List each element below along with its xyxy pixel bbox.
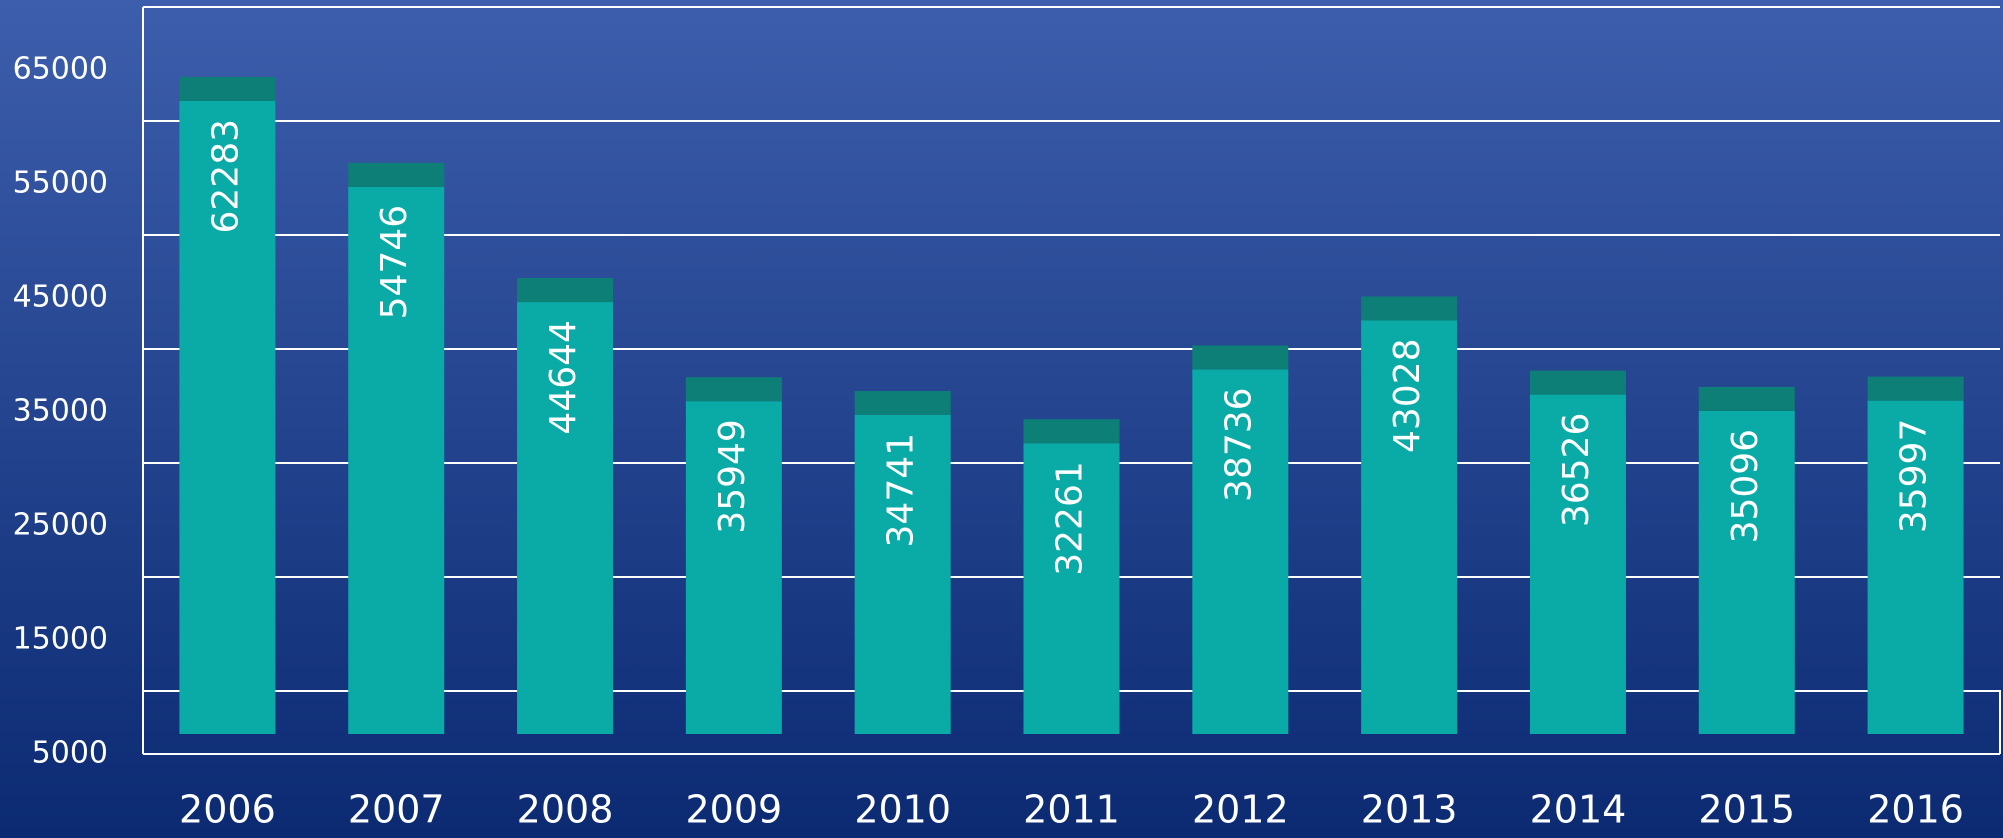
value-label: 35096 (1725, 429, 1766, 544)
bar-body (1867, 400, 1964, 734)
x-tick-label: 2006 (179, 788, 276, 832)
bar (854, 390, 951, 734)
y-tick-label: 25000 (13, 508, 108, 543)
bar-body (685, 401, 782, 734)
bar-top (179, 76, 276, 101)
bar-body (1023, 443, 1120, 734)
x-tick-label: 2014 (1530, 788, 1627, 832)
bar-top (1023, 419, 1120, 444)
x-tick-label: 2013 (1361, 788, 1458, 832)
x-tick-label: 2011 (1023, 788, 1120, 832)
bar-body (517, 302, 614, 734)
x-tick-label: 2016 (1867, 788, 1964, 832)
value-label: 36526 (1556, 413, 1597, 528)
value-label: 32261 (1050, 461, 1091, 576)
y-tick-label: 35000 (13, 394, 108, 429)
x-tick-label: 2009 (686, 788, 783, 832)
bar-body (348, 186, 445, 734)
x-tick-label: 2007 (348, 788, 445, 832)
x-tick-label: 2015 (1698, 788, 1795, 832)
bar-top (517, 278, 614, 303)
x-tick-label: 2008 (517, 788, 614, 832)
value-label: 54746 (374, 205, 415, 320)
value-label: 35949 (712, 419, 753, 534)
bar (1529, 370, 1626, 734)
x-tick-label: 2012 (1192, 788, 1289, 832)
bar (348, 162, 445, 734)
bar (1698, 386, 1795, 734)
y-tick-label: 5000 (32, 736, 108, 771)
value-label: 35997 (1894, 419, 1935, 534)
bar-body (854, 414, 951, 734)
bar-body (179, 100, 276, 734)
bar-top (685, 377, 782, 402)
bar-body (1529, 394, 1626, 734)
y-tick-label: 55000 (13, 166, 108, 201)
value-label: 34741 (881, 433, 922, 548)
value-label: 62283 (205, 119, 246, 234)
bar (517, 278, 614, 734)
bar-top (1867, 376, 1964, 401)
bar-body (1698, 410, 1795, 734)
bar-top (1192, 345, 1289, 370)
value-label: 38736 (1218, 387, 1259, 502)
bar (685, 377, 782, 734)
y-tick-label: 15000 (13, 622, 108, 657)
bar-top (348, 162, 445, 187)
bar-top (1361, 296, 1458, 321)
bar-top (854, 390, 951, 415)
bar (179, 76, 276, 734)
bar (1867, 376, 1964, 734)
bar-body (1192, 369, 1289, 734)
value-label: 43028 (1387, 338, 1428, 453)
x-tick-label: 2010 (854, 788, 951, 832)
y-tick-label: 45000 (13, 280, 108, 315)
bar-top (1529, 370, 1626, 395)
y-tick-label: 65000 (13, 52, 108, 87)
bar-top (1698, 386, 1795, 411)
bar (1023, 419, 1120, 734)
bar (1361, 296, 1458, 734)
value-label: 44644 (543, 320, 584, 435)
bar (1192, 345, 1289, 734)
bar-body (1361, 320, 1458, 734)
